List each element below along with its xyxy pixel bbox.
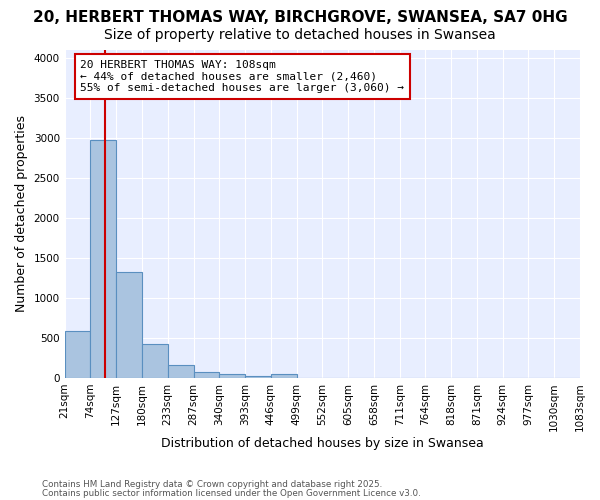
Bar bbox=[116, 272, 142, 378]
Text: Contains public sector information licensed under the Open Government Licence v3: Contains public sector information licen… bbox=[42, 489, 421, 498]
Bar bbox=[193, 372, 219, 378]
Text: Size of property relative to detached houses in Swansea: Size of property relative to detached ho… bbox=[104, 28, 496, 42]
Bar bbox=[245, 376, 271, 378]
Text: Contains HM Land Registry data © Crown copyright and database right 2025.: Contains HM Land Registry data © Crown c… bbox=[42, 480, 382, 489]
Text: 20 HERBERT THOMAS WAY: 108sqm
← 44% of detached houses are smaller (2,460)
55% o: 20 HERBERT THOMAS WAY: 108sqm ← 44% of d… bbox=[80, 60, 404, 93]
Bar bbox=[219, 374, 245, 378]
Bar bbox=[91, 140, 116, 378]
Bar bbox=[65, 331, 91, 378]
Bar bbox=[168, 365, 193, 378]
Text: 20, HERBERT THOMAS WAY, BIRCHGROVE, SWANSEA, SA7 0HG: 20, HERBERT THOMAS WAY, BIRCHGROVE, SWAN… bbox=[32, 10, 568, 25]
Y-axis label: Number of detached properties: Number of detached properties bbox=[15, 116, 28, 312]
X-axis label: Distribution of detached houses by size in Swansea: Distribution of detached houses by size … bbox=[161, 437, 484, 450]
Bar bbox=[142, 344, 168, 378]
Bar bbox=[271, 374, 296, 378]
